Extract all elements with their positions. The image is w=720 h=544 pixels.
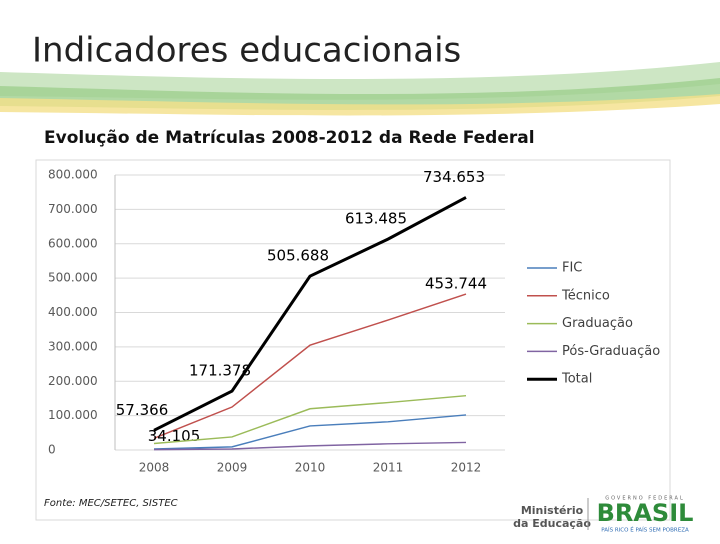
source: Fonte: MEC/SETEC, SISTEC [44,498,178,509]
y-tick-label: 100.000 [48,408,98,422]
value-label: 734.653 [423,168,485,186]
x-tick-label: 2008 [139,461,170,475]
swoosh [0,94,720,116]
x-tick-label: 2012 [451,461,482,475]
chart-title: Evolução de Matrículas 2008-2012 da Rede… [44,128,535,148]
swoosh [0,62,720,100]
logo-text: GOVERNO FEDERAL [605,496,685,502]
legend-label: Técnico [561,288,610,303]
legend-label: Total [561,372,592,387]
series-line [153,293,467,439]
y-tick-label: 0 [48,443,56,457]
value-label: 57.366 [116,401,169,419]
logo-brand: BRASIL [597,499,694,527]
logo-text: Ministério [521,504,584,517]
value-label: 171.378 [189,362,251,380]
chart-frame [35,159,671,521]
y-tick-label: 500.000 [48,271,98,285]
value-label: 453.744 [425,275,487,293]
y-tick-label: 600.000 [48,236,98,250]
y-tick-label: 200.000 [48,374,98,388]
series-line [153,196,467,432]
y-tick-label: 700.000 [48,202,98,216]
legend-label: Pós-Graduação [562,344,660,359]
x-tick-label: 2011 [373,461,404,475]
series-line [153,414,467,450]
value-label: 613.485 [345,210,407,228]
x-tick-label: 2009 [217,461,248,475]
series-line [153,394,467,445]
logo-text: da Educação [513,517,591,530]
logo-text: PAÍS RICO É PAÍS SEM POBREZA [601,526,689,534]
legend-label: FIC [562,261,582,276]
series-line [153,441,467,451]
y-tick-label: 400.000 [48,305,98,319]
y-tick-label: 300.000 [48,339,98,353]
legend-label: Graduação [562,316,633,331]
x-tick-label: 2010 [295,461,326,475]
slide-title: Indicadores educacionais [32,31,461,71]
y-tick-label: 800.000 [48,168,98,182]
value-label: 505.688 [267,247,329,265]
